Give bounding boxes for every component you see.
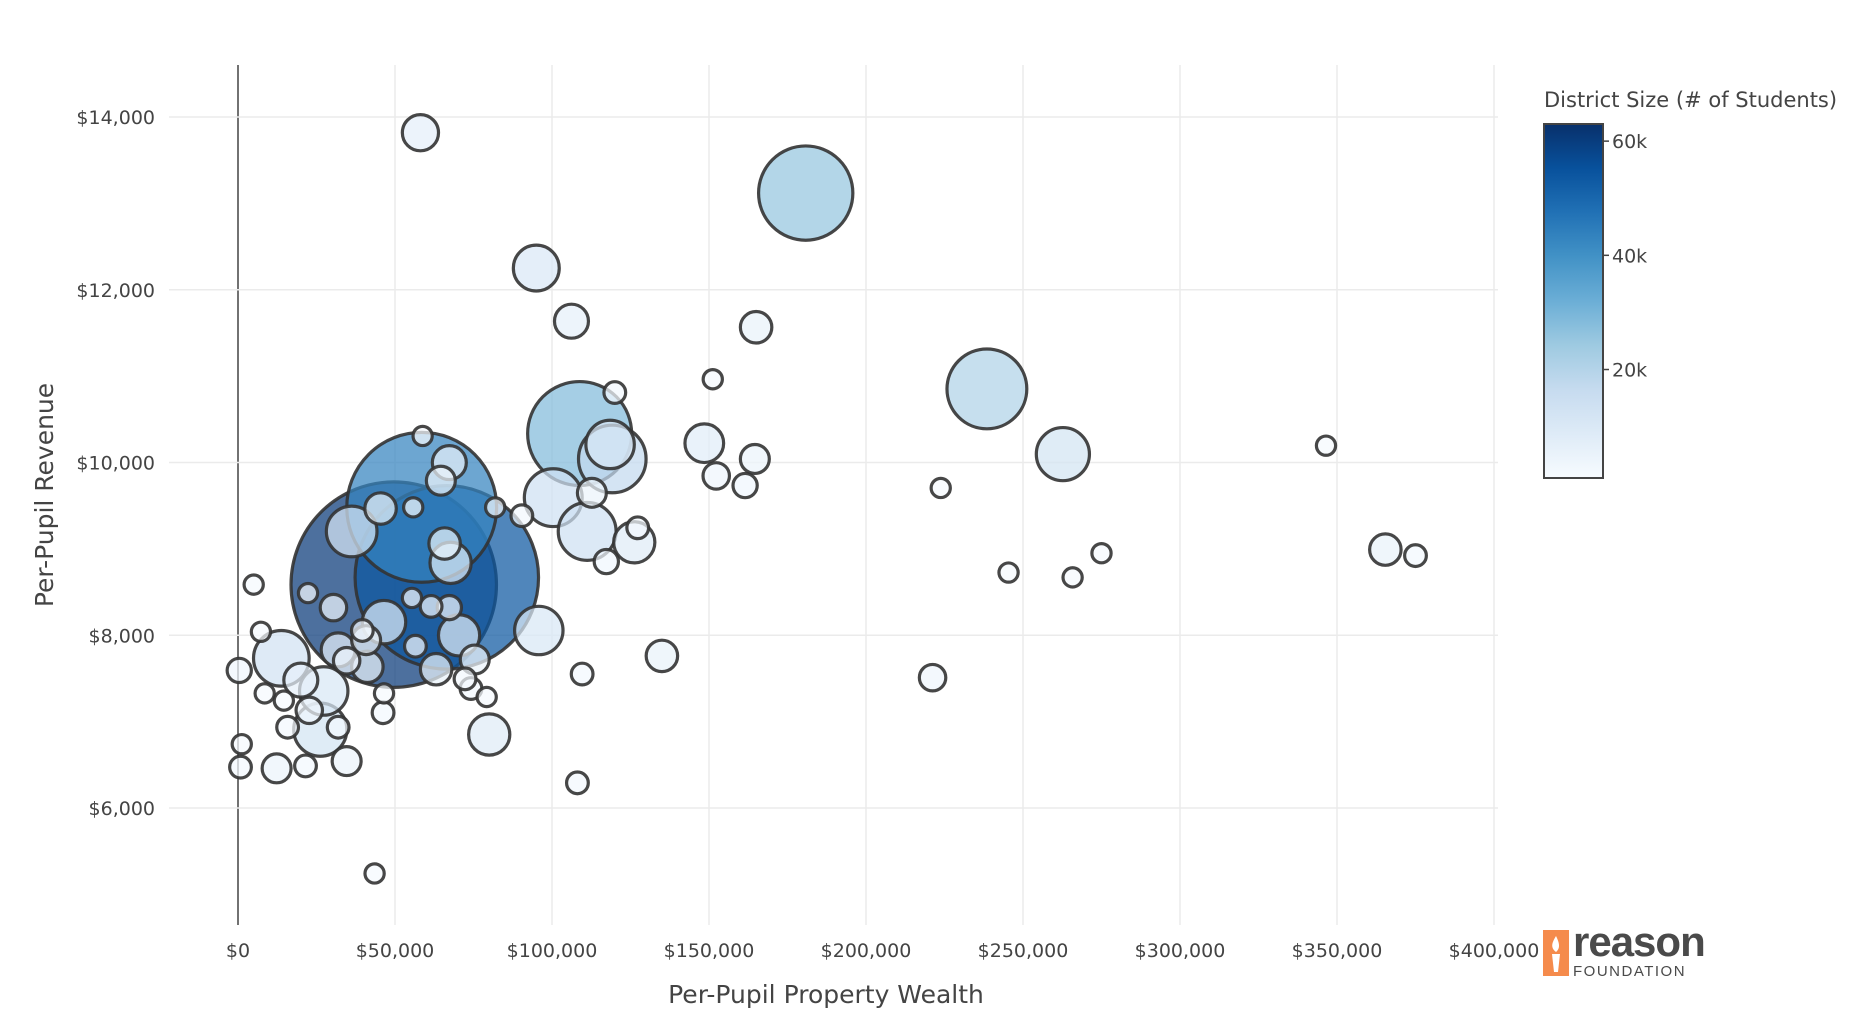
- bubble-point: [330, 745, 363, 778]
- bubble-point: [402, 633, 428, 659]
- bubbles: [225, 113, 1428, 885]
- x-tick-label: $350,000: [1292, 940, 1383, 962]
- bubble-point: [296, 581, 320, 605]
- logo-word: reason: [1573, 918, 1706, 965]
- bubble-point: [701, 461, 732, 491]
- bubble-point: [997, 561, 1020, 584]
- bubble-point: [324, 504, 379, 559]
- bubble-point: [370, 700, 396, 726]
- bubble-point: [400, 113, 441, 153]
- x-tick-label: $250,000: [978, 940, 1069, 962]
- colorbar-gradient: [1543, 123, 1604, 479]
- bubble-point: [225, 656, 253, 685]
- bubble-point: [945, 347, 1029, 431]
- x-tick-label: $200,000: [821, 940, 912, 962]
- bubble-point: [511, 243, 561, 293]
- bubble-point: [467, 712, 512, 757]
- bubble-point: [475, 685, 498, 709]
- bubble-point: [400, 586, 424, 610]
- bubble-point: [738, 442, 771, 476]
- bubble-point: [575, 476, 608, 509]
- bubble-point: [293, 753, 318, 779]
- bubble-point: [363, 862, 386, 885]
- bubble-point: [253, 682, 276, 705]
- y-tick-label: $8,000: [89, 625, 155, 647]
- bubble-point: [1314, 434, 1338, 457]
- bubble-point: [701, 368, 724, 391]
- colorbar-tick-label: 20k: [1612, 360, 1647, 382]
- y-tick-label: $14,000: [76, 107, 155, 129]
- bubble-point: [564, 770, 590, 796]
- bubble-point: [427, 526, 462, 561]
- bubble-point: [929, 476, 952, 500]
- x-tick-labels: $0 $50,000 $100,000 $150,000 $200,000 $250,00…: [226, 940, 1539, 962]
- bubble-point: [509, 503, 535, 529]
- bubble-point: [242, 573, 265, 596]
- x-tick-label: $300,000: [1135, 940, 1226, 962]
- bubble-point: [260, 752, 293, 785]
- bubble-point: [272, 689, 296, 712]
- bubble-point: [424, 464, 457, 497]
- bubble-point: [325, 714, 351, 740]
- bubble-point: [602, 380, 628, 405]
- bubble-point: [275, 714, 301, 740]
- bubble-point: [1034, 425, 1092, 483]
- bubble-point: [569, 661, 595, 687]
- y-axis-title: Per-Pupil Revenue: [30, 383, 59, 607]
- y-tick-label: $6,000: [89, 798, 155, 820]
- bubble-point: [372, 682, 396, 705]
- y-tick-labels: $6,000 $8,000 $10,000 $12,000 $14,000: [76, 107, 155, 820]
- bubble-point: [584, 418, 636, 471]
- bubble-point: [513, 604, 565, 657]
- colorbar-ticks: 20k 40k 60k: [1603, 131, 1647, 382]
- bubble-point: [282, 661, 320, 699]
- bubble-point: [1061, 566, 1084, 589]
- y-tick-label: $12,000: [76, 280, 155, 302]
- bubble-point: [294, 695, 325, 726]
- bubble-point: [418, 593, 444, 619]
- x-axis-title: Per-Pupil Property Wealth: [668, 980, 984, 1009]
- bubble-point: [230, 732, 253, 756]
- colorbar-tick-label: 60k: [1612, 131, 1647, 153]
- bubble-point: [1368, 532, 1403, 567]
- bubble-point: [592, 547, 621, 576]
- bubble-point: [552, 302, 591, 340]
- bubble-point: [228, 754, 253, 780]
- bubble-point: [318, 592, 349, 623]
- torch-icon: [1543, 930, 1569, 976]
- bubble-point: [731, 471, 759, 500]
- x-tick-label: $100,000: [507, 940, 598, 962]
- colorbar-tick-label: 40k: [1612, 245, 1647, 267]
- y-tick-label: $10,000: [76, 453, 155, 475]
- bubble-point: [418, 651, 454, 687]
- bubble-point: [756, 144, 855, 242]
- bubble-point: [644, 638, 680, 674]
- colorbar-title: District Size (# of Students): [1544, 88, 1837, 112]
- bubble-point: [452, 666, 478, 692]
- x-tick-label: $0: [226, 940, 250, 962]
- reason-foundation-logo: reason FOUNDATION: [1543, 918, 1733, 980]
- bubble-point: [249, 620, 273, 643]
- x-tick-label: $400,000: [1449, 940, 1540, 962]
- bubble-point: [402, 496, 425, 519]
- bubble-point: [1090, 541, 1113, 565]
- bubble-point: [917, 662, 948, 693]
- bubble-point: [331, 645, 362, 676]
- bubble-point: [1403, 543, 1428, 569]
- bubble-point: [363, 491, 398, 526]
- bubble-point: [683, 422, 726, 465]
- logo-subtitle: FOUNDATION: [1573, 963, 1687, 980]
- bubble-point: [483, 496, 507, 519]
- bubble-point: [738, 309, 774, 345]
- colorbar: District Size (# of Students) 20k 40k 60k: [1543, 88, 1837, 479]
- bubble-point: [411, 424, 434, 448]
- x-tick-label: $50,000: [356, 940, 435, 962]
- bubble-point: [349, 618, 375, 643]
- bubble-point: [625, 515, 651, 541]
- x-tick-label: $150,000: [664, 940, 755, 962]
